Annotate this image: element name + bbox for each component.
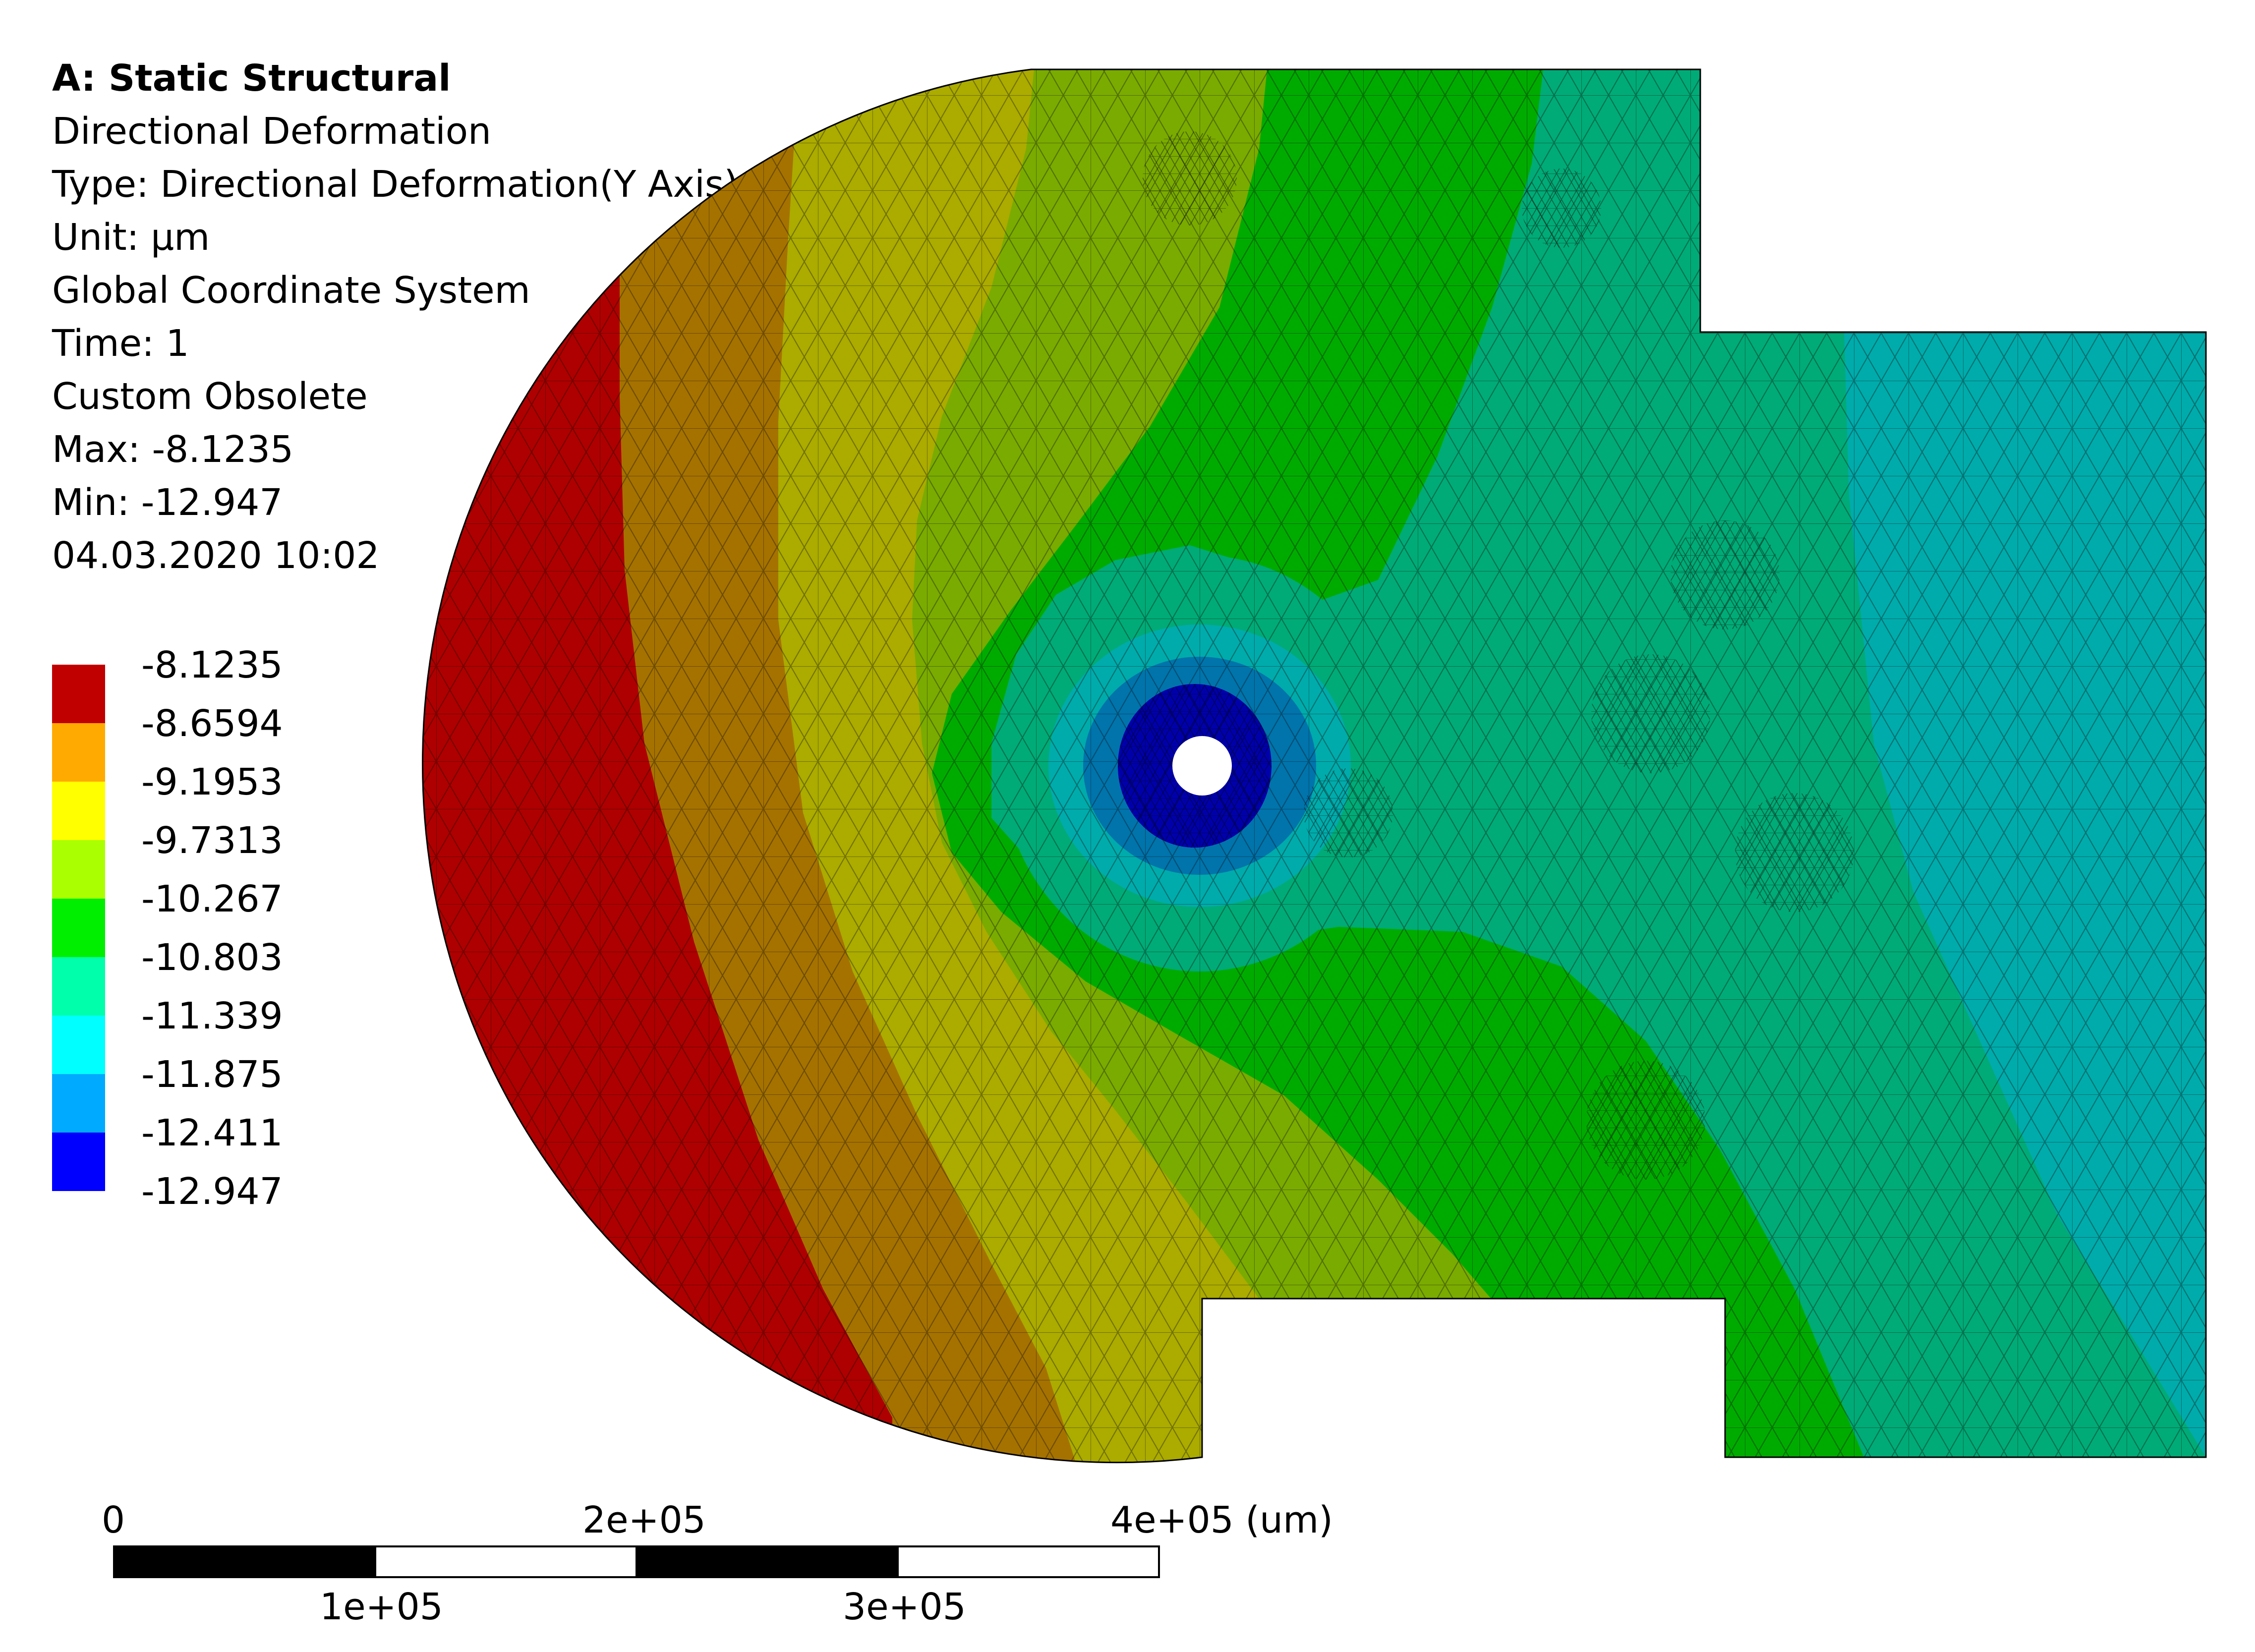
result-timestamp: 04.03.2020 10:02	[52, 534, 380, 577]
legend-label-8: -12.411	[141, 1112, 283, 1154]
legend-swatch-7	[52, 1074, 105, 1133]
legend-mode: Custom Obsolete	[52, 375, 368, 418]
legend-label-4: -10.267	[141, 878, 283, 920]
result-time: Time: 1	[52, 322, 189, 365]
mesh-refinement	[1735, 793, 1854, 912]
scale-segment-4	[897, 1545, 1160, 1578]
mesh-refinement	[1304, 768, 1393, 857]
mesh-refinement	[1671, 520, 1780, 629]
legend-swatch-0	[52, 665, 105, 723]
legend-swatch-6	[52, 1016, 105, 1074]
scale-label-1e5: 1e+05	[320, 1586, 443, 1628]
scale-label-4e5: 4e+05 (um)	[1110, 1499, 1333, 1541]
legend-label-0: -8.1235	[141, 644, 283, 686]
scale-label-3e5: 3e+05	[843, 1586, 966, 1628]
analysis-title: A: Static Structural	[52, 57, 451, 100]
legend-label-5: -10.803	[141, 936, 283, 979]
result-info-panel: A: Static Structural Directional Deforma…	[52, 52, 738, 582]
legend-swatch-4	[52, 899, 105, 957]
result-min: Min: -12.947	[52, 481, 283, 524]
mesh-refinement	[1143, 131, 1237, 226]
coordinate-system: Global Coordinate System	[52, 269, 530, 312]
mesh-refinement	[1522, 169, 1601, 248]
legend-swatch-3	[52, 840, 105, 899]
model-hole	[1172, 736, 1232, 796]
legend-swatch-1	[52, 723, 105, 782]
legend-label-9: -12.947	[141, 1170, 283, 1213]
result-unit: Unit: µm	[52, 216, 210, 259]
legend-swatch-8	[52, 1133, 105, 1191]
legend-label-7: -11.875	[141, 1053, 283, 1096]
scale-segment-3	[636, 1545, 899, 1578]
scale-segment-2	[374, 1545, 637, 1578]
legend-label-1: -8.6594	[141, 702, 283, 745]
scale-segment-1	[113, 1545, 376, 1578]
legend-swatch-5	[52, 957, 105, 1016]
model-outline	[421, 68, 2207, 1464]
result-max: Max: -8.1235	[52, 428, 294, 471]
scale-label-0: 0	[102, 1499, 125, 1541]
result-type: Type: Directional Deformation(Y Axis)	[52, 163, 739, 206]
result-name: Directional Deformation	[52, 110, 491, 153]
legend-swatch-2	[52, 782, 105, 840]
legend-label-3: -9.7313	[141, 819, 283, 862]
mesh-refinement	[1591, 654, 1710, 773]
mesh-refinement	[1586, 1061, 1705, 1180]
scale-label-2e5: 2e+05	[582, 1499, 706, 1541]
legend-label-2: -9.1953	[141, 761, 283, 803]
legend-label-6: -11.339	[141, 995, 283, 1037]
